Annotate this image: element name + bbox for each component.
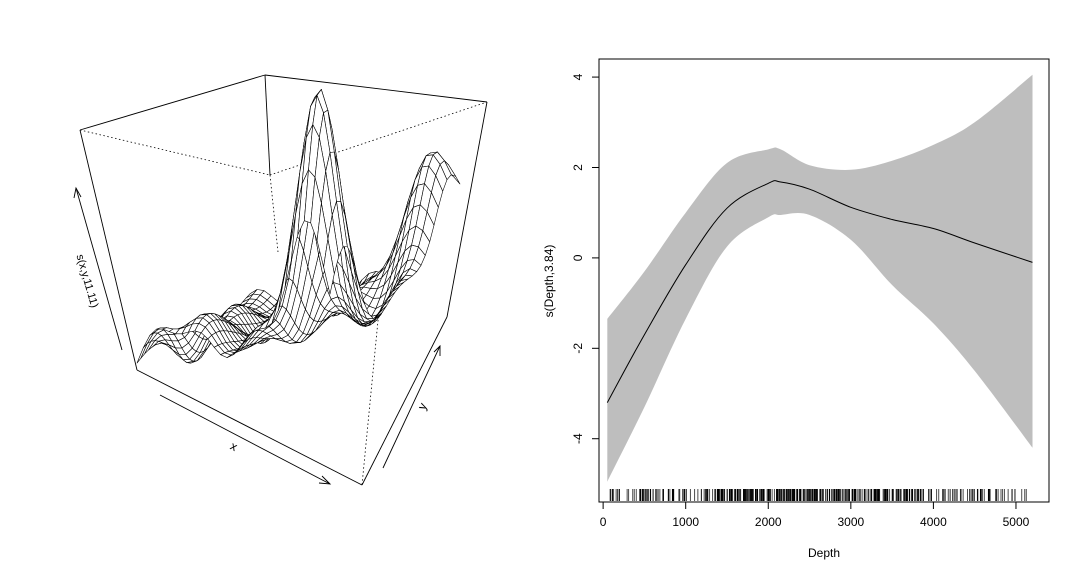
axis-arrows [73, 186, 441, 485]
surface-facet [136, 343, 148, 364]
confidence-band [607, 74, 1033, 482]
box-edge [264, 74, 271, 176]
z-axis-arrow [75, 187, 123, 351]
y-tick-label: -4 [571, 433, 585, 444]
plot-frame [598, 58, 1050, 503]
y-axis-arrow [382, 345, 441, 469]
surface-panel: x y s(x,y,11.11) [73, 74, 488, 486]
y-tick-label: 4 [571, 73, 585, 80]
x-axis-arrow [159, 394, 331, 485]
x-tick-label: 5000 [1003, 515, 1030, 529]
surface-y-label: y [415, 400, 430, 412]
surface-z-label: s(x,y,11.11) [74, 253, 101, 309]
box-edges [79, 74, 488, 486]
box-hidden-edge [269, 174, 279, 253]
box-edge [79, 129, 138, 371]
box-edge [136, 369, 363, 486]
x-axis: 0 1000 2000 3000 4000 5000 [600, 502, 1030, 529]
box-edge [79, 74, 266, 131]
surface-facet [323, 238, 335, 295]
z-axis-arrowhead [73, 186, 82, 199]
y-axis: -4 -2 0 2 4 [571, 73, 599, 444]
box-hidden-edges [79, 101, 488, 486]
surface-mesh [136, 89, 461, 364]
x-axis-label: Depth [808, 546, 840, 560]
x-tick-label: 2000 [755, 515, 782, 529]
x-tick-label: 4000 [920, 515, 947, 529]
y-tick-label: 0 [571, 254, 585, 261]
fit-line [606, 180, 1033, 403]
x-axis-arrowhead [318, 475, 332, 485]
x-tick-label: 0 [600, 515, 607, 529]
y-tick-label: 2 [571, 164, 585, 171]
y-tick-label: -2 [571, 343, 585, 354]
box-edge [446, 101, 488, 318]
box-edge [264, 74, 488, 103]
box-hidden-edge [361, 299, 381, 486]
box-hidden-edge [79, 129, 271, 176]
x-tick-label: 3000 [837, 515, 864, 529]
surface-x-label: x [228, 439, 240, 454]
y-axis-label: s(Depth,3.84) [542, 245, 556, 318]
smooth-panel: 0 1000 2000 3000 4000 5000 -4 -2 0 2 4 Depth s(De… [542, 58, 1050, 560]
y-axis-arrowhead [433, 344, 441, 356]
box-edge [361, 316, 448, 486]
rug [609, 489, 1027, 501]
x-tick-label: 1000 [672, 515, 699, 529]
